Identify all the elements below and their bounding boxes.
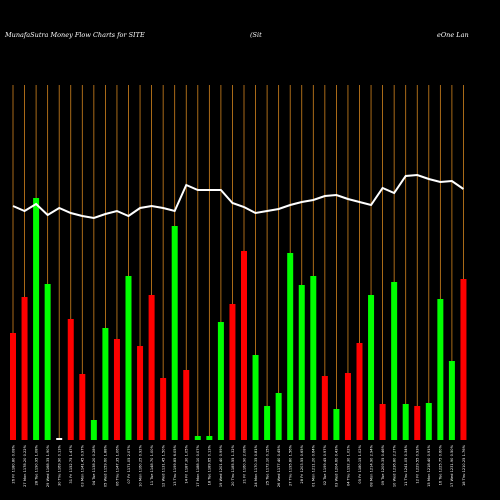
x-tick-label: 27 Mon 1178.20 0.22%	[23, 444, 27, 486]
bar	[171, 226, 178, 440]
bar	[241, 251, 247, 440]
x-tick-label: 07 Fri 1171.05 2.07%	[127, 444, 131, 483]
x-tick-label: 15 Mon 1218.40 0.91%	[427, 444, 431, 486]
x-tick-label: 01 Mon 1211.20 0.64%	[312, 444, 316, 486]
bar	[275, 393, 282, 440]
x-tick-label: 03 Wed 1204.60 0.43%	[335, 444, 339, 487]
bar	[44, 284, 51, 440]
bar	[56, 438, 63, 440]
x-tick-label: 16 Tue 1225.75 0.60%	[439, 444, 443, 485]
x-tick-label: 11 Tue 1148.70 1.00%	[150, 444, 154, 485]
bar	[113, 339, 120, 440]
x-tick-label: 27 Thu 1195.80 1.56%	[289, 444, 293, 486]
x-tick-label: 26 Wed 1177.40 0.45%	[277, 444, 281, 487]
chart-subtitle: eOne Lan	[437, 31, 469, 39]
x-tick-label: 28 Fri 1203.55 0.65%	[300, 444, 304, 483]
x-tick-label: 06 Thu 1147.35 1.06%	[115, 444, 119, 486]
x-tick-label: 11 Thu 1241.05 0.34%	[404, 444, 408, 486]
price-line	[12, 173, 465, 220]
x-tick-label: 19 Wed 1201.40 0.99%	[219, 444, 223, 487]
x-tick-label: 10 Wed 1236.80 2.27%	[392, 444, 396, 487]
x-tick-label: 26 Fri 1180.80 0.08%	[11, 444, 15, 483]
chart-title: MunafaSutra Money Flow Charts for SITE	[4, 31, 145, 39]
bar	[229, 304, 236, 440]
x-tick-label: 28 Tue 1190.95 1.08%	[34, 444, 38, 485]
bar	[67, 319, 74, 440]
bar	[310, 276, 317, 440]
bar	[160, 378, 167, 440]
bar	[437, 299, 444, 440]
bar	[217, 322, 224, 440]
bar	[206, 436, 213, 440]
bar	[287, 253, 294, 440]
x-tick-label: 17 Wed 1231.90 0.50%	[450, 444, 454, 487]
x-tick-label: 13 Thu 1199.85 6.05%	[173, 444, 177, 486]
bar	[333, 409, 340, 440]
x-tick-label: 09 Tue 1209.35 0.46%	[381, 444, 385, 485]
x-tick-label: 05 Fri 1180.15 1.02%	[358, 444, 362, 483]
x-tick-label: 04 Tue 1138.20 0.28%	[92, 444, 96, 485]
bar	[183, 370, 190, 440]
bar	[344, 373, 351, 440]
bar	[137, 346, 144, 440]
bar	[414, 406, 421, 440]
x-tick-label: 18 Tue 1189.65 0.13%	[208, 444, 212, 485]
bar	[391, 282, 398, 440]
bar	[264, 406, 271, 440]
bar	[148, 295, 155, 440]
x-tick-label: 21 Fri 1160.90 2.08%	[242, 444, 246, 483]
x-tick-label: 18 Thu 1210.25 1.76%	[462, 444, 466, 486]
x-tick-label: 04 Thu 1192.30 1.02%	[346, 444, 350, 486]
bar	[33, 198, 40, 440]
x-tick-label: 10 Mon 1160.25 0.92%	[138, 444, 142, 486]
bar	[79, 374, 86, 440]
bar	[194, 436, 201, 440]
x-tick-label: 08 Mon 1214.90 2.94%	[369, 444, 373, 486]
x-tick-label: 17 Mon 1188.10 0.07%	[196, 444, 200, 486]
bar	[125, 276, 132, 440]
bar	[321, 376, 328, 440]
bar	[448, 361, 455, 440]
x-tick-label: 05 Wed 1159.60 1.88%	[104, 444, 108, 487]
x-tick-label: 12 Fri 1229.55 0.93%	[416, 444, 420, 483]
bar	[252, 355, 259, 440]
x-tick-label: 03 Mon 1141.45 0.97%	[81, 444, 85, 486]
x-tick-label: 02 Tue 1199.45 0.97%	[323, 444, 327, 485]
x-tick-label: 29 Wed 1168.35 1.90%	[46, 444, 50, 487]
bar	[298, 285, 305, 440]
bar	[402, 404, 409, 440]
bar	[460, 279, 467, 440]
x-tick-label: 20 Thu 1185.55 1.32%	[231, 444, 235, 486]
bar	[356, 343, 363, 440]
bar	[90, 420, 97, 440]
bar	[102, 328, 109, 440]
bar	[21, 297, 28, 440]
x-tick-label: 14 Fri 1187.30 1.05%	[185, 444, 189, 483]
bar	[379, 404, 386, 440]
bar	[368, 295, 375, 440]
bar	[425, 403, 432, 440]
x-tick-label: 25 Tue 1172.10 0.15%	[265, 444, 269, 485]
x-tick-label: 31 Fri 1152.75 1.47%	[69, 444, 73, 483]
x-tick-label: 30 Thu 1169.90 0.13%	[58, 444, 62, 486]
bar	[10, 333, 16, 440]
x-tick-label: 24 Mon 1170.35 0.81%	[254, 444, 258, 486]
x-tick-label: 12 Wed 1131.45 1.50%	[161, 444, 165, 487]
chart-subtitle: (Sit	[250, 31, 262, 39]
